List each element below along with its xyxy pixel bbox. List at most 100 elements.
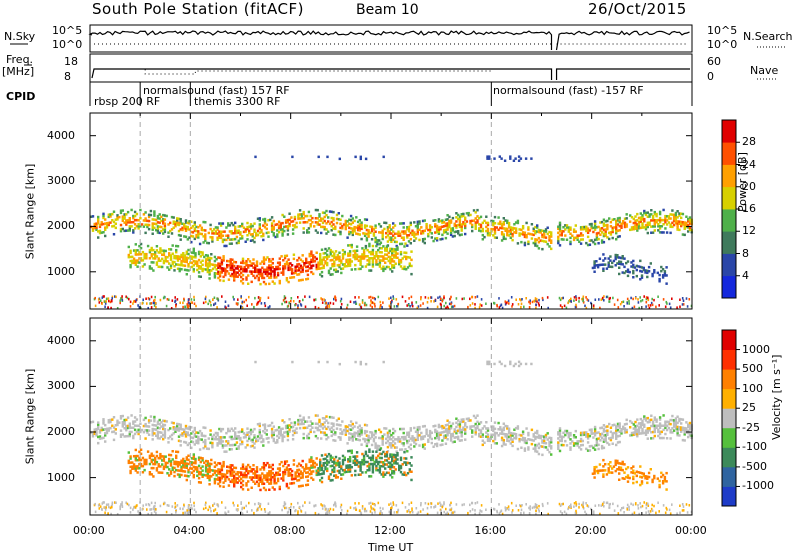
velocity-cell (260, 440, 263, 444)
power-cell (598, 257, 602, 260)
velocity-cell (163, 430, 167, 433)
power-cell (478, 229, 481, 232)
power-cell (446, 222, 449, 225)
power-cell (211, 267, 215, 271)
power-cell (492, 221, 495, 225)
power-cell (385, 221, 388, 225)
velocity-cell (150, 460, 153, 464)
velocity-cell (365, 444, 369, 448)
velocity-cell (264, 488, 267, 492)
power-cell (437, 218, 441, 221)
power-cell (513, 223, 516, 226)
velocity-cell (646, 416, 649, 420)
power-cell (104, 226, 107, 229)
power-cell (354, 263, 357, 267)
power-cell (257, 278, 260, 282)
power-cell (196, 264, 199, 268)
velocity-cell (242, 436, 246, 439)
velocity-cell (430, 431, 433, 434)
velocity-cell (523, 439, 527, 442)
power-speckle (628, 299, 630, 303)
velocity-cell (427, 434, 430, 437)
velocity-cell (135, 430, 139, 434)
power-cell (220, 269, 224, 272)
velocity-cell (632, 433, 635, 436)
power-cell (278, 263, 281, 266)
velocity-cell (98, 431, 102, 434)
velocity-cell (665, 420, 669, 423)
velocity-cell (322, 464, 325, 467)
power-speckle (297, 296, 299, 299)
power-cell (335, 221, 339, 225)
power-cell (327, 230, 330, 233)
power-cell (132, 229, 135, 232)
velocity-cell (637, 426, 641, 429)
velocity-cell (248, 437, 251, 440)
power-cell (557, 227, 560, 230)
power-cell (368, 257, 371, 260)
power-speckle (191, 301, 193, 304)
power-cell (295, 221, 298, 225)
power-cell (160, 215, 163, 219)
velocity-cell (250, 478, 253, 481)
velocity-cell (676, 433, 679, 437)
power-cell (658, 227, 662, 230)
power-cell (305, 259, 308, 263)
power-speckle (377, 295, 380, 299)
velocity-cell (586, 435, 590, 438)
power-cell (226, 265, 229, 269)
power-cell (240, 279, 243, 283)
velocity-cell (201, 457, 204, 460)
power-cell (204, 258, 208, 261)
power-cell (229, 266, 232, 269)
power-cell (550, 247, 553, 251)
velocity-cell (182, 459, 185, 463)
power-cell (193, 227, 196, 230)
power-cell (639, 226, 642, 230)
power-speckle (304, 305, 307, 308)
velocity-cell (114, 432, 117, 435)
power-cell (354, 257, 357, 261)
power-cell (493, 228, 497, 231)
velocity-cell (562, 431, 565, 435)
power-speckle (248, 295, 250, 299)
velocity-cell (181, 432, 184, 435)
power-cell (319, 267, 322, 270)
power-cell (268, 268, 271, 271)
power-cell (201, 251, 204, 254)
power-cell (273, 274, 276, 277)
velocity-cell (162, 465, 166, 468)
velocity-cell (299, 464, 303, 467)
power-cell (348, 264, 352, 267)
velocity-cell (138, 467, 141, 470)
velocity-cell (315, 471, 318, 475)
velocity-cell (488, 439, 491, 443)
velocity-cell (185, 466, 188, 469)
power-cell (218, 234, 221, 237)
velocity-cell (187, 470, 190, 474)
power-cell (297, 215, 300, 218)
power-cell (453, 224, 456, 228)
velocity-cell (439, 425, 442, 428)
power-speckle (584, 304, 586, 308)
velocity-cell (392, 440, 395, 443)
power-cell (126, 221, 130, 224)
power-cell (500, 224, 504, 228)
power-cell (674, 215, 678, 219)
power-cell (218, 272, 222, 276)
power-speckle (479, 303, 481, 306)
velocity-cell (301, 472, 304, 475)
power-cell (216, 236, 219, 239)
velocity-cell (121, 423, 124, 426)
velocity-cell (378, 436, 381, 440)
power-cell (173, 256, 176, 260)
power-cell (319, 273, 322, 276)
power-cell (245, 264, 248, 267)
power-cell (354, 255, 357, 259)
velocity-cell (386, 439, 390, 443)
power-cell (151, 224, 154, 227)
velocity-cell (132, 422, 135, 425)
power-cell (423, 219, 426, 222)
power-speckle (686, 305, 689, 308)
velocity-cell (516, 427, 520, 430)
